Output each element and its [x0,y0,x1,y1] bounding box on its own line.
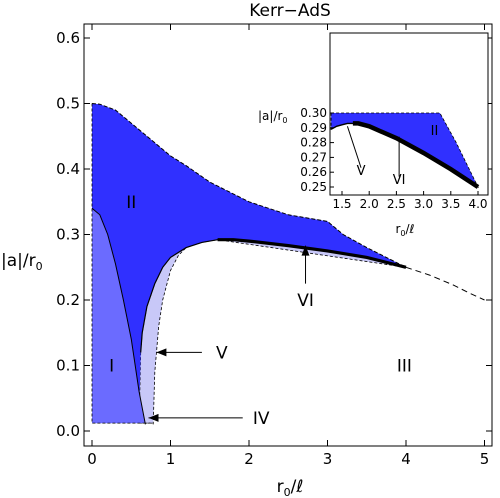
inset-x-tick-label: 1.5 [332,197,351,211]
y-tick-label: 0.5 [56,95,80,113]
inset-x-tick-label: 2.0 [360,197,379,211]
chart-title: Kerr−AdS [249,1,331,21]
y-tick-label: 0.6 [56,29,80,47]
region-II-fill [92,103,406,424]
dashed-continuation-line [405,266,485,301]
inset-y-tick-label: 0.25 [300,180,327,194]
inset-x-tick-label: 4.0 [468,197,487,211]
inset-y-tick-label: 0.30 [300,106,327,120]
y-axis-label: |a|/r0 [1,251,43,273]
inset-x-axis-label: r0/ℓ [395,222,414,238]
upper-boundary-line [91,103,407,268]
inset-y-tick-label: 0.26 [300,165,327,179]
region-I-boundary-line [91,207,146,425]
left-bottom-edge [91,103,154,424]
y-tick-label: 0.0 [56,422,80,440]
inset-region-VI-band [352,121,480,189]
inset-y-tick-label: 0.29 [300,121,327,135]
x-tick-label: 0 [87,450,97,468]
y-tick-label: 0.4 [56,160,80,178]
annotation-label-IV: IV [253,409,270,429]
region-label-I: I [109,357,114,377]
x-tick-label: 3 [323,450,333,468]
inset-plot: 1.5 2.0 2.5 3.0 3.5 4.0 0.250.260.270.280.290.… [300,32,489,211]
region-label-II: II [126,193,136,213]
annotation-label-VI: VI [297,291,314,311]
inset-V-pointer [346,126,362,168]
x-tick-label: 2 [244,450,254,468]
inset-region-label-II: II [431,124,439,139]
y-tick-label: 0.3 [56,226,80,244]
IV-arrow-head [148,413,159,422]
region-VI-thick-band [217,238,407,269]
inset-y-tick-label: 0.27 [300,150,327,164]
y-tick-label: 0.2 [56,291,80,309]
x-tick-label: 4 [401,450,411,468]
x-axis-label: r0/ℓ [277,477,304,498]
x-tick-label: 5 [480,450,490,468]
VI-arrow-head [301,245,310,256]
x-tick-label: 1 [166,450,176,468]
inset-x-tick-label: 3.0 [414,197,433,211]
region-I-fill [92,208,146,425]
y-tick-label: 0.1 [56,357,80,375]
V-arrow-head [156,348,167,357]
inset-x-tick-label: 2.5 [387,197,406,211]
inset-x-tick-label: 3.5 [441,197,460,211]
inset-y-axis-label: |a|/r0 [258,109,288,125]
inset-annotation-label-V: V [357,164,366,179]
annotation-label-V: V [216,343,228,363]
inset-annotation-label-VI: VI [393,173,406,188]
region-label-III: III [397,357,412,377]
inset-y-tick-label: 0.28 [300,136,327,150]
